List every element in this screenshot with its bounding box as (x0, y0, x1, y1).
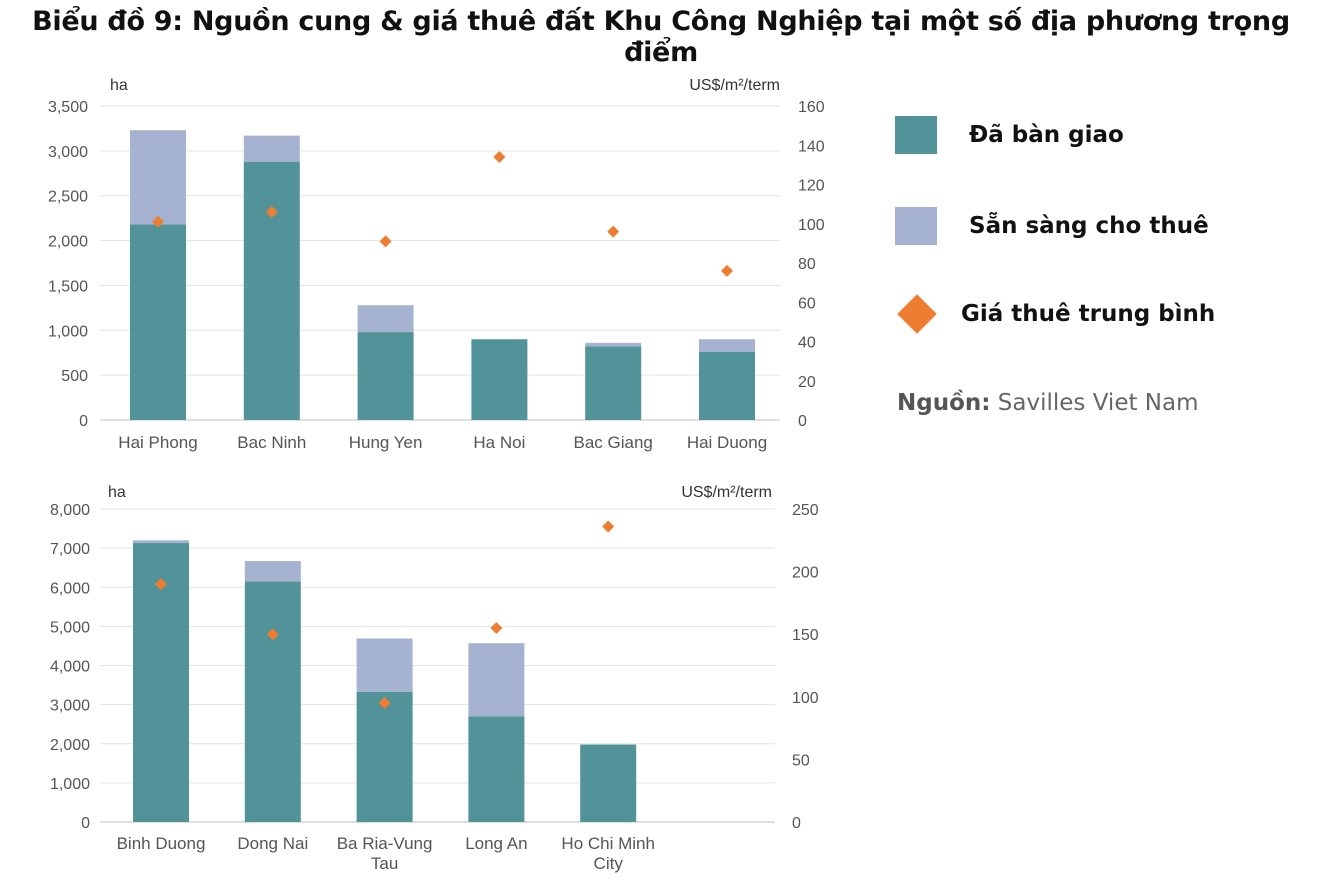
chart2-category-label: Ho Chi Minh (561, 834, 655, 853)
chart2-y-tick-label: 0 (81, 815, 90, 832)
chart2-y-tick-label: 5,000 (50, 619, 90, 636)
chart1-y-axis-unit: ha (110, 77, 128, 94)
chart1-price-point (379, 235, 392, 248)
chart1-bar-delivered (357, 332, 414, 420)
chart2-bar-available (244, 561, 301, 582)
chart2-y2-tick-label: 0 (792, 815, 801, 832)
chart2-y-tick-label: 6,000 (50, 580, 90, 597)
source-text: Savilles Viet Nam (997, 390, 1199, 416)
chart2-category-label: City (594, 854, 624, 873)
chart1-y2-tick-label: 100 (798, 217, 825, 234)
chart2-y2-tick-label: 150 (792, 627, 819, 644)
legend-item-price: Giá thuê trung bình (895, 294, 1215, 334)
chart2-price-point (602, 520, 615, 533)
chart1-price-point (265, 205, 278, 218)
chart1-bar-available (357, 305, 414, 333)
chart2-category-label: Dong Nai (237, 834, 308, 853)
chart2-y2-tick-label: 250 (792, 502, 819, 519)
chart2-y-tick-label: 7,000 (50, 541, 90, 558)
legend-item-delivered: Đã bàn giao (895, 115, 1124, 155)
chart2-y2-tick-label: 200 (792, 565, 819, 582)
chart2-y2-tick-label: 50 (792, 752, 810, 769)
chart2-bar-available (133, 540, 189, 544)
chart1-y-tick-label: 1,000 (48, 323, 88, 340)
chart2-bar-available (468, 643, 525, 717)
chart1-y-tick-label: 3,000 (48, 144, 88, 161)
chart1-y2-tick-label: 60 (798, 295, 816, 312)
chart2-bar-delivered (356, 691, 413, 822)
chart2-bar-available (356, 638, 413, 692)
chart2-category-label: Tau (371, 854, 398, 873)
chart1-bar-delivered (699, 351, 755, 420)
source-note: Nguồn: Savilles Viet Nam (897, 390, 1199, 416)
legend-swatch-available (895, 207, 937, 245)
chart2-price-point (490, 621, 503, 634)
chart2-bar-delivered (468, 716, 525, 822)
chart1-bar-delivered (471, 339, 528, 420)
chart1-y-tick-label: 500 (61, 368, 88, 385)
chart2-y2-tick-label: 100 (792, 690, 819, 707)
chart2-y-tick-label: 8,000 (50, 502, 90, 519)
chart1-y2-tick-label: 40 (798, 335, 816, 352)
chart1-category-label: Bac Ninh (237, 433, 306, 452)
chart2-bar-delivered (580, 744, 637, 822)
chart1-price-point (152, 215, 164, 228)
source-label: Nguồn: (897, 390, 991, 416)
chart1-y2-tick-label: 120 (798, 178, 825, 195)
chart2-y-tick-label: 4,000 (50, 659, 90, 676)
chart1-price-point (721, 264, 733, 277)
chart1-price-point (607, 225, 620, 238)
chart1-y2-tick-label: 20 (798, 374, 816, 391)
chart1-y-tick-label: 2,000 (48, 234, 88, 251)
chart1-y2-tick-label: 80 (798, 256, 816, 273)
chart2-category-label: Binh Duong (117, 834, 206, 853)
chart1-y2-tick-label: 160 (798, 99, 825, 116)
chart2-y-tick-label: 2,000 (50, 737, 90, 754)
legend-item-available: Sẵn sàng cho thuê (895, 206, 1209, 246)
chart2-category-label: Ba Ria-Vung (337, 834, 433, 853)
chart1-bar-available (243, 135, 300, 162)
chart1-category-label: Ha Noi (473, 433, 525, 452)
chart2-price-point (378, 697, 391, 710)
chart1-category-label: Hai Duong (687, 433, 767, 452)
chart2-price-point (266, 628, 279, 641)
chart1-y-tick-label: 2,500 (48, 189, 88, 206)
chart1-y2-tick-label: 0 (798, 413, 807, 430)
legend-label-available: Sẵn sàng cho thuê (969, 213, 1209, 239)
chart1-category-label: Bac Giang (574, 433, 653, 452)
chart1-y-tick-label: 1,500 (48, 278, 88, 295)
chart1-y-tick-label: 3,500 (48, 99, 88, 116)
chart2-category-label: Long An (465, 834, 527, 853)
chart1-bar-delivered (130, 224, 186, 420)
chart1-y2-axis-unit: US$/m²/term (689, 77, 780, 94)
legend-label-delivered: Đã bàn giao (969, 122, 1124, 148)
chart2-y-tick-label: 3,000 (50, 698, 90, 715)
chart1-y-tick-label: 0 (79, 413, 88, 430)
chart1-bar-available (699, 339, 755, 352)
legend-swatch-delivered (895, 116, 937, 154)
chart1-bar-delivered (243, 161, 300, 420)
page-title: Biểu đồ 9: Nguồn cung & giá thuê đất Khu… (32, 6, 1290, 68)
legend-label-price: Giá thuê trung bình (961, 301, 1216, 327)
chart2-bar-delivered (244, 581, 301, 822)
chart1-category-label: Hung Yen (349, 433, 423, 452)
chart1-y2-tick-label: 140 (798, 138, 825, 155)
chart2-y2-axis-unit: US$/m²/term (681, 484, 772, 501)
chart2-price-point (155, 578, 167, 591)
chart1-bar-available (130, 130, 186, 225)
chart1-bar-available (585, 342, 642, 347)
legend-diamond-icon (897, 294, 937, 334)
chart1-bar-delivered (585, 346, 642, 420)
chart2-y-tick-label: 1,000 (50, 776, 90, 793)
chart1-price-point (493, 151, 506, 164)
chart1-category-label: Hai Phong (118, 433, 197, 452)
chart2-y-axis-unit: ha (108, 484, 126, 501)
